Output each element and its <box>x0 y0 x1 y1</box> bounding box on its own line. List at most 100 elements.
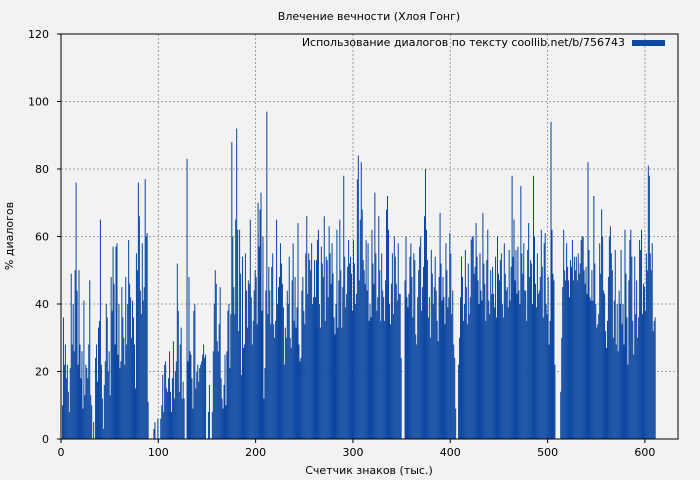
bar <box>165 361 167 440</box>
bar <box>424 169 426 439</box>
bar <box>136 270 138 439</box>
bar <box>409 256 411 439</box>
bar <box>518 290 520 439</box>
bar <box>343 175 345 439</box>
bar <box>251 344 253 439</box>
bar <box>112 246 114 440</box>
x-tick-label: 300 <box>342 446 363 459</box>
bar <box>516 293 518 440</box>
bar <box>292 243 294 439</box>
bar <box>366 290 368 439</box>
bar <box>385 280 387 440</box>
bar <box>509 300 511 440</box>
bar <box>597 324 599 439</box>
bar <box>173 398 175 439</box>
bar <box>464 250 466 439</box>
bar <box>620 250 622 439</box>
bar <box>449 233 451 440</box>
bar <box>512 256 514 439</box>
bar <box>167 391 169 439</box>
bar <box>72 304 74 439</box>
bar <box>432 304 434 439</box>
bar <box>519 304 521 439</box>
bar <box>508 250 510 439</box>
bar <box>342 287 344 440</box>
bar <box>238 331 240 439</box>
bar <box>241 374 243 440</box>
bar <box>529 277 531 439</box>
bar <box>272 253 274 440</box>
bar <box>298 344 300 439</box>
bar <box>326 260 328 440</box>
bar <box>116 243 118 439</box>
bar <box>83 300 85 440</box>
y-tick-label: 40 <box>35 298 49 311</box>
bar <box>525 290 527 439</box>
bar <box>601 209 603 439</box>
bar <box>427 317 429 439</box>
bar <box>196 371 198 439</box>
bar <box>507 307 509 440</box>
bar <box>82 408 84 440</box>
bar <box>610 253 612 440</box>
bar <box>540 229 542 439</box>
bar <box>351 310 353 439</box>
bar <box>178 391 180 439</box>
bar <box>408 293 410 440</box>
bar <box>414 260 416 440</box>
bar <box>652 331 654 439</box>
bar <box>157 418 159 439</box>
bar <box>252 320 254 440</box>
bar <box>230 314 232 440</box>
x-tick-label: 100 <box>148 446 169 459</box>
bar <box>400 358 402 439</box>
bar <box>70 273 72 440</box>
bar <box>73 351 75 439</box>
bar <box>577 253 579 440</box>
bar <box>104 361 106 440</box>
bar <box>596 327 598 440</box>
bar <box>502 317 504 439</box>
bar <box>347 266 349 440</box>
bar <box>522 273 524 440</box>
bar <box>567 266 569 440</box>
bar <box>613 300 615 440</box>
bar <box>550 121 552 439</box>
bar <box>435 290 437 439</box>
bar <box>492 266 494 440</box>
bar <box>396 300 398 440</box>
bar <box>388 304 390 439</box>
bar <box>411 277 413 439</box>
bar <box>520 185 522 440</box>
bar <box>240 273 242 440</box>
bar <box>479 253 481 440</box>
bar <box>360 162 362 439</box>
bar <box>576 280 578 440</box>
bar <box>129 283 131 439</box>
bar <box>255 277 257 439</box>
bar <box>377 297 379 439</box>
bar <box>322 277 324 439</box>
bar <box>494 307 496 440</box>
bar <box>89 280 91 440</box>
bar <box>131 337 133 439</box>
bar <box>68 412 70 439</box>
bar <box>103 385 105 439</box>
bar <box>115 246 117 440</box>
bar <box>547 277 549 439</box>
bar <box>194 304 196 439</box>
bar <box>636 280 638 440</box>
bar <box>127 304 129 439</box>
bar <box>433 287 435 440</box>
x-tick-label: 600 <box>634 446 655 459</box>
bar <box>141 243 143 439</box>
bar <box>71 344 73 439</box>
bar <box>101 398 103 439</box>
bar <box>616 304 618 439</box>
bar <box>88 344 90 439</box>
bar <box>387 229 390 439</box>
bar <box>143 287 145 440</box>
bar <box>422 287 424 440</box>
bar <box>278 287 280 440</box>
bar <box>367 243 369 439</box>
